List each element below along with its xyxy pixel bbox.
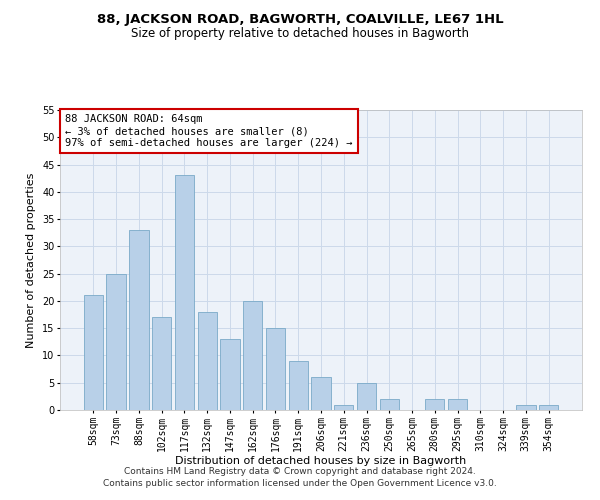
Bar: [539, 404, 558, 410]
Bar: [380, 399, 399, 410]
Bar: [197, 312, 217, 410]
Text: 88 JACKSON ROAD: 64sqm
← 3% of detached houses are smaller (8)
97% of semi-detac: 88 JACKSON ROAD: 64sqm ← 3% of detached …: [65, 114, 353, 148]
Bar: [106, 274, 126, 410]
Text: 88, JACKSON ROAD, BAGWORTH, COALVILLE, LE67 1HL: 88, JACKSON ROAD, BAGWORTH, COALVILLE, L…: [97, 12, 503, 26]
Text: Contains HM Land Registry data © Crown copyright and database right 2024.
Contai: Contains HM Land Registry data © Crown c…: [103, 466, 497, 487]
Bar: [289, 361, 308, 410]
Bar: [425, 399, 445, 410]
Y-axis label: Number of detached properties: Number of detached properties: [26, 172, 37, 348]
Bar: [243, 301, 262, 410]
Bar: [220, 339, 239, 410]
Bar: [129, 230, 149, 410]
Bar: [448, 399, 467, 410]
Bar: [152, 318, 172, 410]
Bar: [84, 296, 103, 410]
Bar: [311, 378, 331, 410]
X-axis label: Distribution of detached houses by size in Bagworth: Distribution of detached houses by size …: [175, 456, 467, 466]
Text: Size of property relative to detached houses in Bagworth: Size of property relative to detached ho…: [131, 28, 469, 40]
Bar: [266, 328, 285, 410]
Bar: [516, 404, 536, 410]
Bar: [175, 176, 194, 410]
Bar: [357, 382, 376, 410]
Bar: [334, 404, 353, 410]
